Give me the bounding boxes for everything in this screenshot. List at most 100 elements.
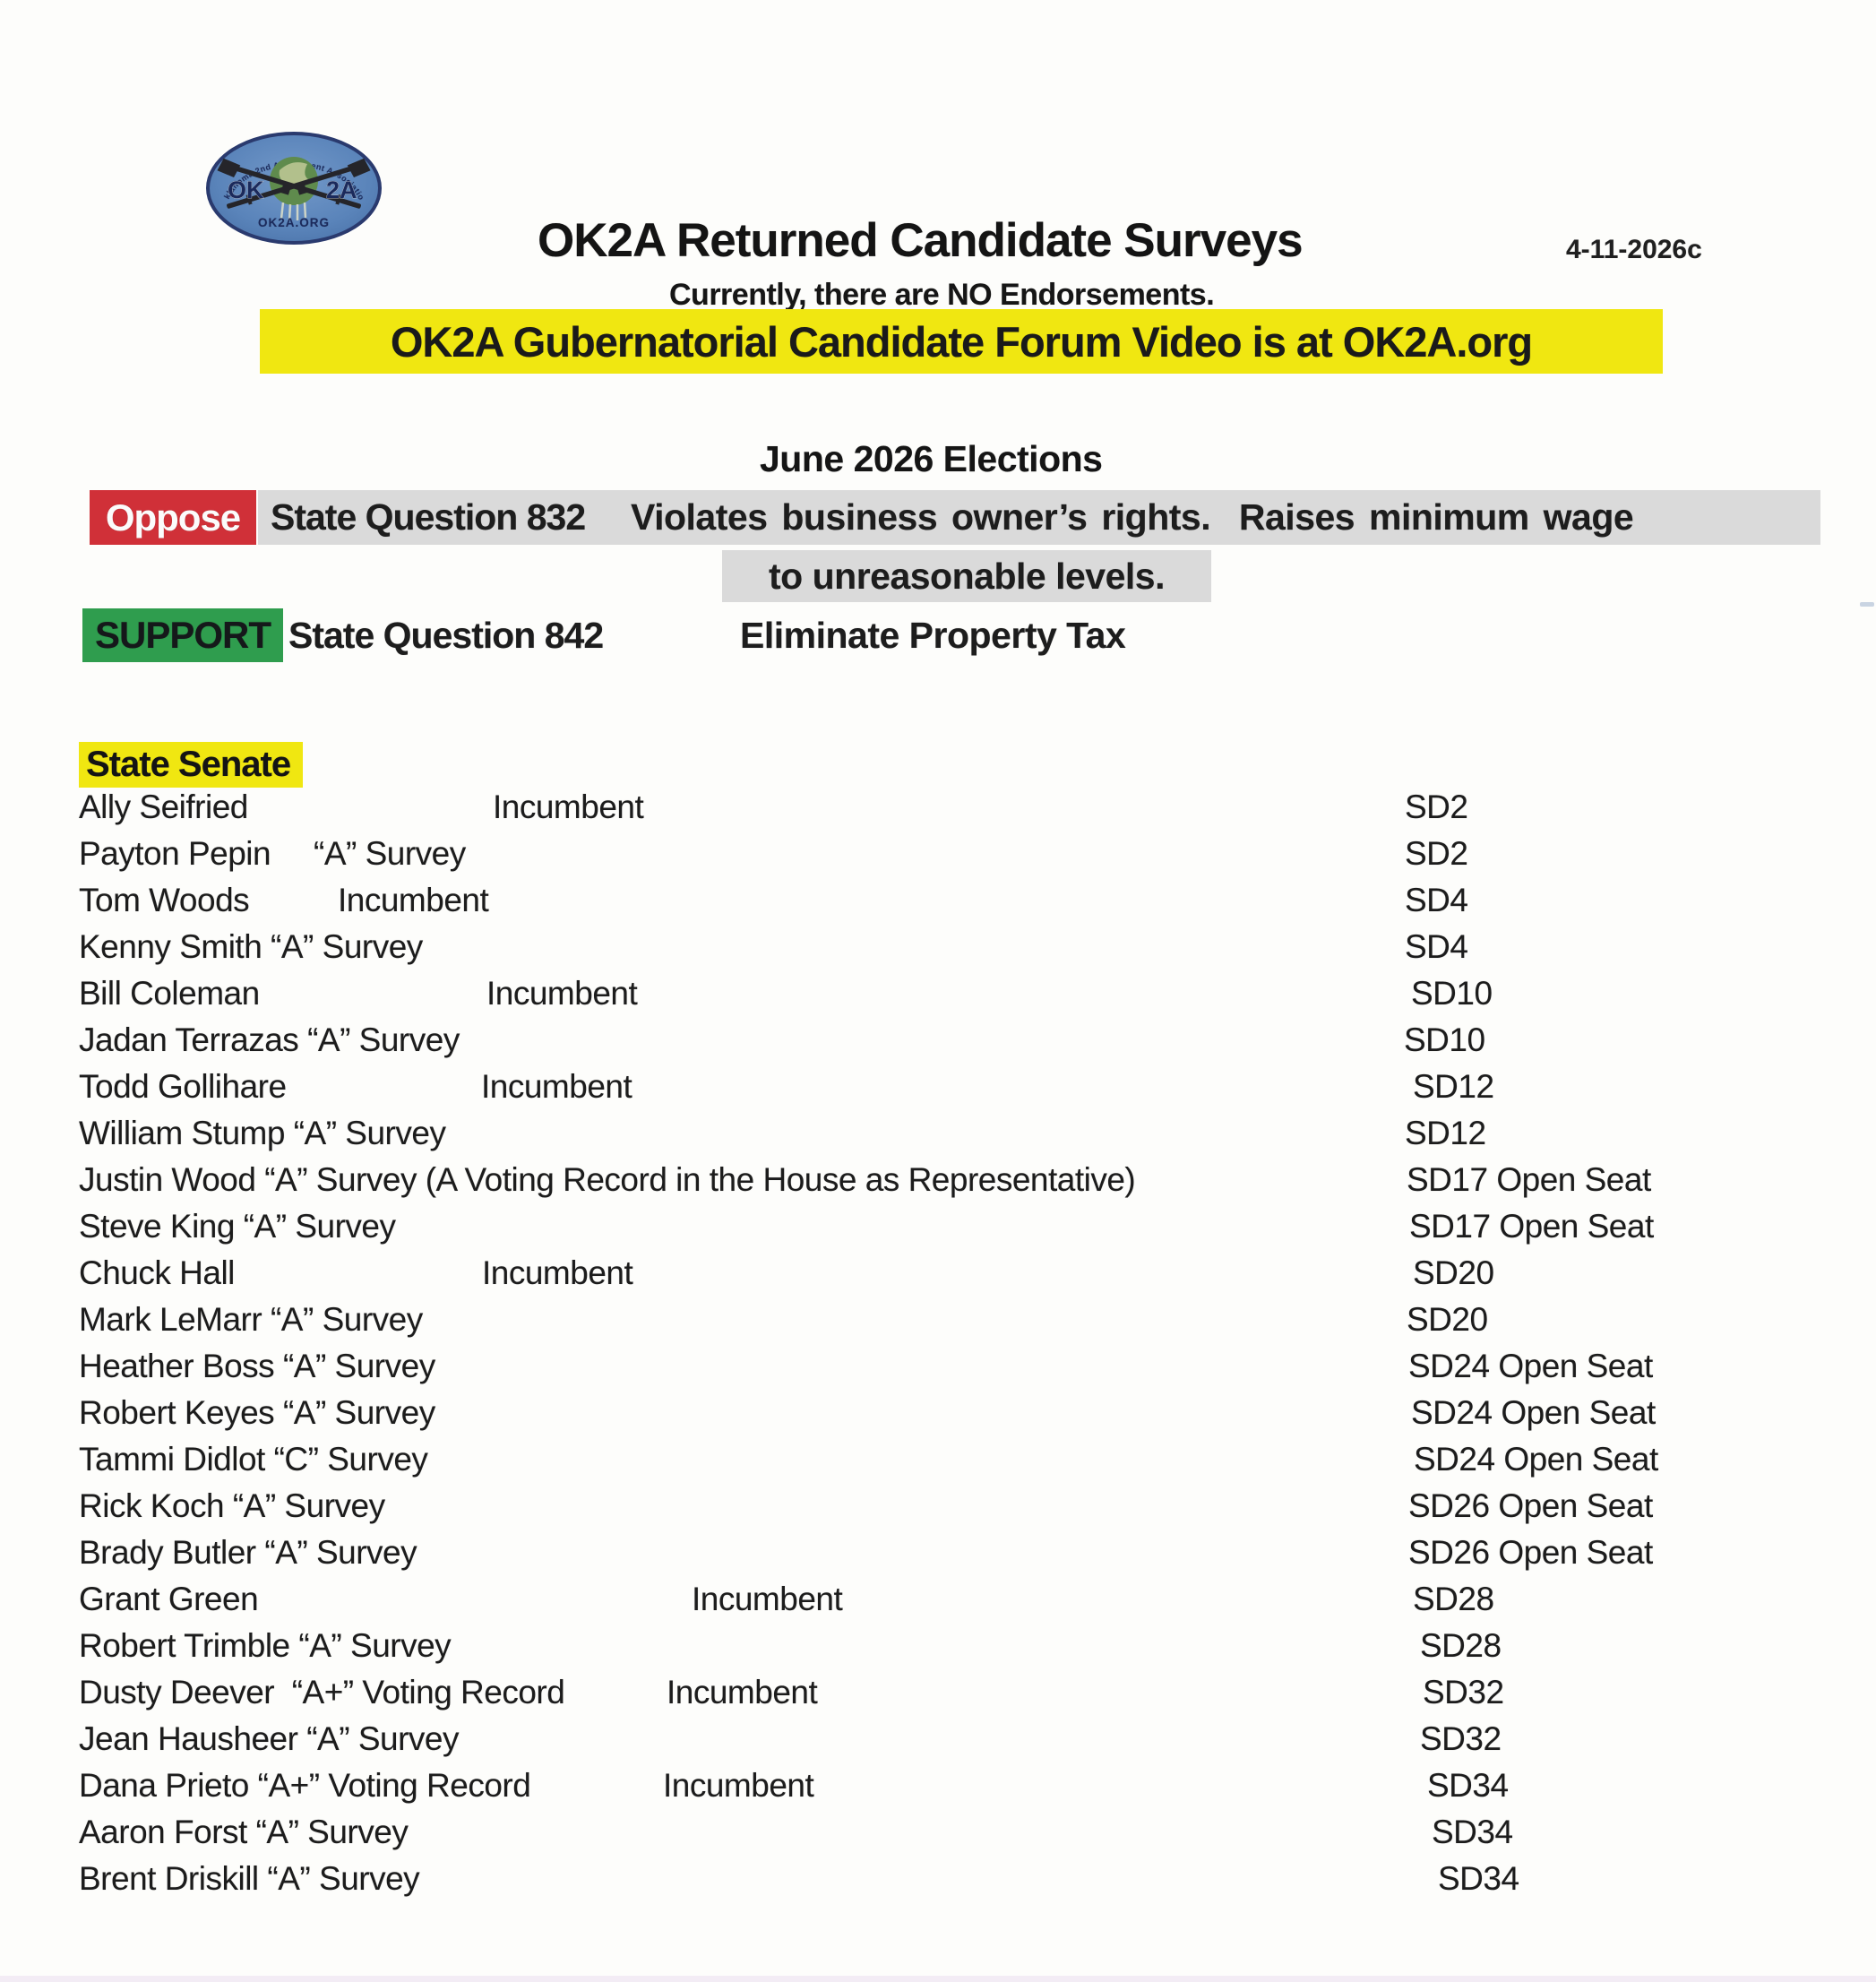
candidate-row: Todd Gollihare Incumbent SD12 [0,1064,1876,1110]
candidate-name: Tom Woods [79,882,250,918]
logo-ok-text: OK [228,177,264,203]
candidate-district: SD26 Open Seat [1408,1487,1653,1524]
candidate-name: Todd Gollihare [79,1068,287,1105]
candidate-name: Kenny Smith “A” Survey [79,928,423,965]
candidate-district: SD10 [1404,1021,1485,1058]
candidate-name: Mark LeMarr “A” Survey [79,1301,423,1338]
candidate-name: Justin Wood “A” Survey (A Voting Record … [79,1161,1136,1198]
candidate-name: Ally Seifried [79,788,248,825]
candidate-name: Aaron Forst “A” Survey [79,1814,409,1850]
logo-2a-text: 2A [326,177,357,203]
scan-artifact [1860,602,1874,607]
candidate-row: Brent Driskill “A” Survey SD34 [0,1856,1876,1902]
oppose-reason-line2: to unreasonable levels. [769,556,1165,597]
candidate-district: SD34 [1432,1814,1513,1850]
candidate-row: Steve King “A” Survey SD17 Open Seat [0,1203,1876,1250]
election-heading: June 2026 Elections [760,438,1103,479]
candidate-row: Aaron Forst “A” Survey SD34 [0,1809,1876,1856]
candidate-district: SD4 [1405,882,1468,918]
candidate-district: SD20 [1407,1301,1488,1338]
candidate-status: Incumbent [493,788,644,825]
candidate-district: SD24 Open Seat [1414,1441,1658,1478]
candidate-district: SD12 [1405,1115,1486,1151]
candidate-name: Robert Keyes “A” Survey [79,1394,435,1431]
no-endorsements-note: Currently, there are NO Endorsements. [669,278,1215,312]
candidate-name: Heather Boss “A” Survey [79,1348,435,1384]
candidate-district: SD28 [1413,1581,1494,1617]
candidate-row: Robert Keyes “A” Survey SD24 Open Seat [0,1390,1876,1436]
candidate-status: Incumbent [486,975,638,1012]
candidate-row: Jadan Terrazas “A” Survey SD10 [0,1017,1876,1064]
candidate-name: Payton Pepin [79,835,271,872]
candidate-row: Bill Coleman Incumbent SD10 [0,970,1876,1017]
oppose-question: State Question 832 [271,496,586,538]
candidate-district: SD20 [1413,1254,1494,1291]
candidate-name: Dana Prieto “A+” Voting Record [79,1767,531,1804]
oppose-reason-line1: Violates business owner’s rights. Raises… [631,496,1634,538]
candidate-row: Robert Trimble “A” Survey SD28 [0,1623,1876,1669]
candidate-name: Jean Hausheer “A” Survey [79,1720,459,1757]
candidate-district: SD26 Open Seat [1408,1534,1653,1571]
oppose-highlight-band-2 [722,550,1211,602]
candidate-name: Rick Koch “A” Survey [79,1487,385,1524]
candidate-status: Incumbent [338,882,489,918]
candidate-row: Chuck Hall Incumbent SD20 [0,1250,1876,1297]
logo-feathers [280,202,307,221]
candidate-status: Incumbent [482,1254,633,1291]
candidate-name: Grant Green [79,1581,259,1617]
page-title: OK2A Returned Candidate Surveys [538,214,1304,267]
candidate-row: William Stump “A” Survey SD12 [0,1110,1876,1157]
candidate-status: Incumbent [667,1674,818,1711]
support-label: SUPPORT [82,608,283,662]
oppose-highlight-band [258,490,1820,545]
candidate-row: Jean Hausheer “A” Survey SD32 [0,1716,1876,1762]
candidate-row: Mark LeMarr “A” Survey SD20 [0,1297,1876,1343]
candidate-row: Tammi Didlot “C” Survey SD24 Open Seat [0,1436,1876,1483]
candidate-district: SD28 [1420,1627,1502,1664]
candidate-name: Jadan Terrazas “A” Survey [79,1021,460,1058]
candidate-name: Brent Driskill “A” Survey [79,1860,420,1897]
candidate-district: SD4 [1405,928,1468,965]
candidate-name: Dusty Deever “A+” Voting Record [79,1674,565,1711]
candidate-district: SD34 [1427,1767,1509,1804]
state-senate-heading: State Senate [86,745,291,784]
candidate-row: Brady Butler “A” Survey SD26 Open Seat [0,1530,1876,1576]
candidate-district: SD2 [1405,835,1468,872]
support-reason: Eliminate Property Tax [740,615,1126,656]
candidate-name: Tammi Didlot “C” Survey [79,1441,428,1478]
candidate-district: SD34 [1438,1860,1519,1897]
candidate-district: SD32 [1423,1674,1504,1711]
candidate-row: Rick Koch “A” Survey SD26 Open Seat [0,1483,1876,1530]
candidate-name: Steve King “A” Survey [79,1208,396,1245]
state-senate-heading-highlight [79,742,303,788]
candidate-grade: “A” Survey [314,835,466,872]
candidate-district: SD10 [1411,975,1493,1012]
candidate-district: SD32 [1420,1720,1502,1757]
candidate-row: Payton Pepin “A” Survey SD2 [0,831,1876,877]
candidate-district: SD12 [1413,1068,1494,1105]
candidate-district: SD24 Open Seat [1408,1348,1653,1384]
candidate-row: Grant Green Incumbent SD28 [0,1576,1876,1623]
oppose-label: Oppose [90,490,256,545]
candidate-name: William Stump “A” Survey [79,1115,446,1151]
candidate-district: SD24 Open Seat [1411,1394,1656,1431]
scan-bottom-edge [0,1976,1876,1982]
candidate-status: Incumbent [692,1581,843,1617]
candidate-name: Bill Coleman [79,975,260,1012]
ok2a-logo: Oklahoma 2nd Amendment Association OK [204,131,382,245]
candidate-name: Brady Butler “A” Survey [79,1534,417,1571]
logo-url-text: OK2A.ORG [258,216,330,229]
candidate-row: Dana Prieto “A+” Voting Record Incumbent… [0,1762,1876,1809]
candidate-district: SD2 [1405,788,1468,825]
candidate-district: SD17 Open Seat [1407,1161,1651,1198]
candidate-row: Kenny Smith “A” Survey SD4 [0,924,1876,970]
crossed-rifles-icon [217,158,371,209]
candidate-district: SD17 Open Seat [1409,1208,1654,1245]
candidate-row: Tom Woods Incumbent SD4 [0,877,1876,924]
candidate-row: Justin Wood “A” Survey (A Voting Record … [0,1157,1876,1203]
candidate-name: Chuck Hall [79,1254,235,1291]
candidate-row: Dusty Deever “A+” Voting Record Incumben… [0,1669,1876,1716]
candidate-status: Incumbent [481,1068,633,1105]
candidate-row: Ally Seifried Incumbent SD2 [0,784,1876,831]
